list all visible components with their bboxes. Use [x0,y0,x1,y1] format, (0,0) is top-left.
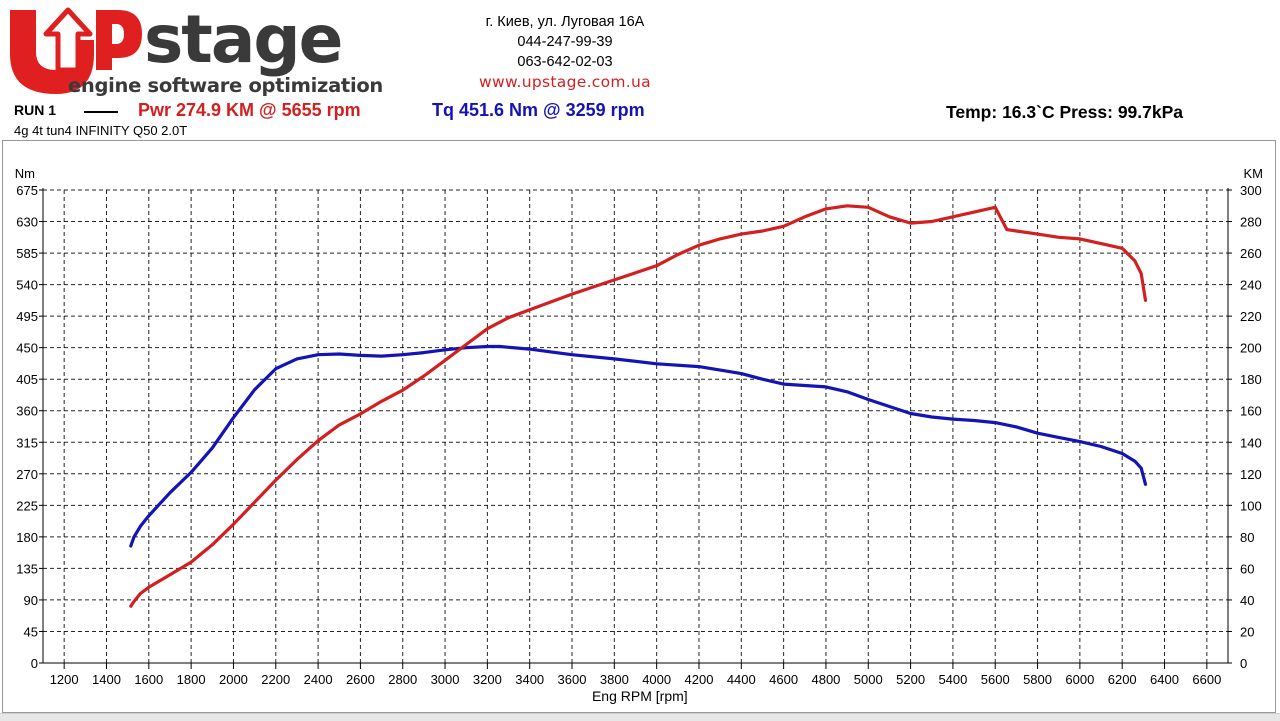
torque-curve [129,344,1148,548]
run-summary: RUN 1 Pwr 274.9 KM @ 5655 rpm Tq 451.6 N… [14,100,1274,124]
x-tick-label: 3600 [558,672,587,687]
website-link[interactable]: www.upstage.com.ua [479,73,651,91]
y-right-tick-label: 220 [1240,309,1262,324]
x-tick-label: 2400 [304,672,333,687]
power-summary: Pwr 274.9 KM @ 5655 rpm [138,100,361,120]
x-tick-label: 5000 [854,672,883,687]
x-tick-label: 4800 [811,672,840,687]
phone-2: 063-642-02-03 [517,54,613,70]
x-tick-label: 6600 [1192,672,1221,687]
x-tick-label: 5400 [938,672,967,687]
y-right-tick-label: 240 [1240,278,1262,293]
x-tick-label: 2000 [219,672,248,687]
x-tick-label: 3800 [600,672,629,687]
y-right-tick-label: 60 [1240,561,1254,576]
y-right-tick-label: 200 [1240,341,1262,356]
run-legend-line [84,111,118,113]
x-axis-label: Eng RPM [rpm] [592,688,688,704]
x-tick-label: 2200 [261,672,290,687]
y-right-tick-label: 260 [1240,246,1262,261]
y-left-tick-label: 225 [16,498,38,513]
x-tick-label: 5800 [1023,672,1052,687]
x-tick-label: 1400 [92,672,121,687]
y-left-tick-label: 585 [16,246,38,261]
y-left-tick-label: 45 [24,624,38,639]
y-left-tick-label: 360 [16,404,38,419]
x-tick-label: 6200 [1108,672,1137,687]
logo-graphic: stage engine software optimization [10,1,383,97]
y-right-tick-label: 20 [1240,624,1254,639]
y-right-tick-label: 100 [1240,498,1262,513]
x-tick-label: 2600 [346,672,375,687]
x-tick-label: 3200 [473,672,502,687]
x-tick-label: 6400 [1150,672,1179,687]
logo-tagline: engine software optimization [68,74,383,96]
y-left-tick-label: 315 [16,435,38,450]
y-left-tick-label: 495 [16,309,38,324]
torque-summary: Tq 451.6 Nm @ 3259 rpm [432,100,645,120]
y-right-tick-label: 0 [1240,656,1247,671]
y-left-tick-label: 450 [16,341,38,356]
y-right-tick-label: 300 [1240,183,1262,198]
x-tick-label: 4200 [685,672,714,687]
y-left-tick-label: 135 [16,561,38,576]
y-left-tick-label: 630 [16,215,38,230]
y-left-tick-label: 675 [16,183,38,198]
run-label: RUN 1 [14,102,57,118]
logo-word: stage [144,4,341,78]
x-tick-label: 1200 [50,672,79,687]
y-right-tick-label: 120 [1240,467,1262,482]
x-tick-label: 5200 [896,672,925,687]
chart-frame [2,140,1276,713]
car-description: 4g 4t tun4 INFINITY Q50 2.0T [14,123,188,138]
x-tick-label: 4000 [642,672,671,687]
logo-u-shape [10,10,94,94]
y-left-tick-label: 540 [16,278,38,293]
y-axis-right-label: KM [1244,166,1264,181]
y-left-tick-label: 405 [16,372,38,387]
logo-arrow-up-icon [43,7,93,73]
x-tick-label: 5600 [981,672,1010,687]
x-tick-label: 3000 [431,672,460,687]
y-right-tick-label: 280 [1240,215,1262,230]
bottom-scrollbar[interactable] [0,713,1280,721]
x-tick-label: 1600 [134,672,163,687]
logo-p-shape [96,10,142,70]
x-tick-label: 1800 [177,672,206,687]
y-left-tick-label: 90 [24,593,38,608]
y-right-tick-label: 40 [1240,593,1254,608]
y-right-tick-label: 160 [1240,404,1262,419]
address: г. Киев, ул. Луговая 16А [485,14,645,30]
y-left-tick-label: 0 [31,656,38,671]
y-right-tick-label: 140 [1240,435,1262,450]
contact-block: г. Киев, ул. Луговая 16А 044-247-99-39 0… [430,12,700,92]
x-tick-label: 2800 [388,672,417,687]
x-tick-label: 6000 [1065,672,1094,687]
upstage-logo: stage engine software optimization [6,1,406,97]
x-tick-label: 3400 [515,672,544,687]
phone-1: 044-247-99-39 [517,34,613,50]
y-axis-left-label: Nm [15,166,35,181]
power-curve [129,204,1148,608]
environment-summary: Temp: 16.3`C Press: 99.7kPa [946,102,1184,122]
x-tick-label: 4400 [727,672,756,687]
y-right-tick-label: 180 [1240,372,1262,387]
x-tick-label: 4600 [769,672,798,687]
y-left-tick-label: 270 [16,467,38,482]
y-right-tick-label: 80 [1240,530,1254,545]
y-left-tick-label: 180 [16,530,38,545]
